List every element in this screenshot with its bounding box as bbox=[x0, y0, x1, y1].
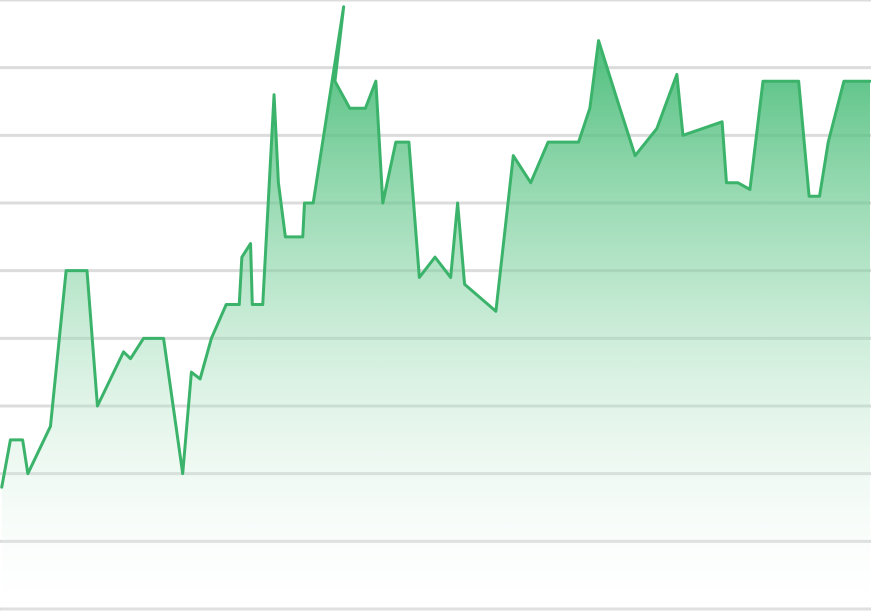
area-fill bbox=[1, 6, 871, 611]
series-line bbox=[0, 5, 871, 489]
